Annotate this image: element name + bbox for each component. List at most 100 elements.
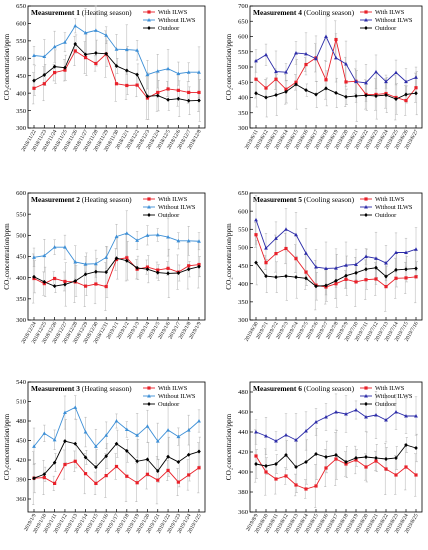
data-point-without-ilws — [135, 238, 140, 242]
data-point-with-ilws — [83, 284, 88, 288]
data-point-with-ilws — [264, 86, 268, 90]
legend-marker-outdoor — [364, 213, 368, 217]
y-axis-label: CO₂concentration/ppm — [225, 33, 233, 100]
data-point-outdoor — [94, 51, 98, 56]
data-point-outdoor — [73, 279, 78, 284]
data-point-outdoor — [274, 275, 278, 280]
data-point-without-ilws — [294, 50, 298, 55]
chart-title: Measurement 2 (Heating season) — [31, 195, 132, 204]
data-point-without-ilws — [364, 254, 368, 258]
data-point-with-ilws — [284, 87, 288, 91]
data-point-with-ilws — [394, 276, 398, 280]
data-point-with-ilws — [125, 474, 129, 478]
y-tick-label: 650 — [16, 3, 27, 10]
data-point-with-ilws — [187, 90, 191, 95]
data-point-without-ilws — [166, 66, 170, 71]
data-point-with-ilws — [145, 265, 150, 269]
data-point-outdoor — [155, 270, 160, 275]
legend-label-outdoor: Outdoor — [158, 212, 180, 219]
data-point-outdoor — [354, 456, 358, 460]
data-point-with-ilws — [63, 279, 67, 284]
y-axis-label: CO₂concentration/ppm — [225, 413, 233, 480]
data-point-outdoor — [394, 456, 398, 460]
data-point-with-ilws — [404, 98, 408, 103]
data-point-outdoor — [384, 93, 388, 98]
y-tick-label: 350 — [16, 296, 27, 303]
data-point-without-ilws — [264, 52, 268, 57]
legend-label-outdoor: Outdoor — [375, 212, 397, 219]
chart-title-bold: Measurement 4 — [253, 8, 302, 17]
data-point-without-ilws — [73, 260, 78, 264]
chart-title: Measurement 6 (Cooling season) — [253, 384, 355, 393]
data-point-with-ilws — [334, 457, 338, 461]
data-point-outdoor — [404, 267, 408, 272]
data-point-outdoor — [354, 270, 358, 275]
data-point-outdoor — [254, 91, 258, 96]
data-point-without-ilws — [145, 72, 150, 77]
data-point-without-ilws — [284, 70, 288, 74]
data-point-without-ilws — [104, 33, 109, 37]
data-point-with-ilws — [73, 459, 77, 463]
data-point-without-ilws — [404, 414, 408, 418]
chart-title-rest: (Heating season) — [80, 384, 132, 393]
data-point-without-ilws — [364, 80, 368, 85]
data-point-without-ilws — [314, 265, 318, 269]
data-point-outdoor — [114, 63, 119, 68]
data-point-outdoor — [42, 73, 47, 78]
data-point-without-ilws — [374, 256, 378, 260]
data-point-outdoor — [304, 88, 308, 93]
series-line-with-ilws — [33, 460, 200, 485]
data-point-with-ilws — [156, 90, 160, 95]
data-point-with-ilws — [294, 483, 298, 487]
data-point-outdoor — [42, 472, 47, 477]
data-point-with-ilws — [197, 262, 201, 267]
data-point-without-ilws — [73, 23, 78, 28]
data-point-without-ilws — [197, 70, 201, 74]
data-point-without-ilws — [83, 430, 88, 434]
data-point-without-ilws — [324, 266, 328, 270]
chart-title-bold: Measurement 5 — [253, 195, 302, 204]
data-point-outdoor — [176, 271, 181, 276]
data-point-without-ilws — [145, 424, 150, 428]
data-point-outdoor — [264, 464, 268, 468]
data-point-without-ilws — [83, 262, 88, 266]
data-point-without-ilws — [364, 415, 368, 419]
data-point-outdoor — [414, 266, 418, 271]
data-point-outdoor — [264, 274, 268, 279]
data-point-outdoor — [125, 258, 129, 263]
data-point-with-ilws — [254, 233, 258, 237]
data-point-outdoor — [374, 93, 378, 98]
y-tick-label: 600 — [238, 208, 249, 215]
data-point-with-ilws — [304, 487, 308, 491]
data-point-outdoor — [334, 278, 338, 283]
y-axis-label: CO₂concentration/ppm — [225, 223, 233, 290]
data-point-without-ilws — [83, 30, 88, 35]
legend-label-without-ilws: Without ILWS — [375, 393, 413, 400]
legend-label-with-ilws: With ILWS — [158, 196, 188, 203]
data-point-without-ilws — [114, 234, 119, 239]
y-tick-label: 450 — [16, 73, 27, 80]
data-point-outdoor — [104, 270, 108, 275]
data-point-without-ilws — [135, 433, 140, 437]
data-point-with-ilws — [364, 465, 368, 469]
data-point-with-ilws — [384, 285, 388, 289]
data-point-outdoor — [186, 452, 191, 457]
legend-label-without-ilws: Without ILWS — [375, 204, 413, 211]
data-point-without-ilws — [334, 55, 338, 60]
data-point-outdoor — [83, 52, 88, 57]
data-point-outdoor — [155, 469, 160, 474]
data-point-without-ilws — [124, 231, 129, 235]
data-point-without-ilws — [124, 47, 129, 52]
data-point-with-ilws — [264, 261, 268, 265]
data-point-without-ilws — [186, 238, 191, 243]
y-tick-label: 600 — [16, 190, 27, 197]
data-point-without-ilws — [104, 255, 109, 259]
y-tick-label: 450 — [238, 263, 249, 270]
data-point-outdoor — [114, 441, 119, 446]
data-point-without-ilws — [414, 75, 418, 79]
data-point-without-ilws — [32, 444, 36, 448]
data-point-outdoor — [73, 41, 78, 46]
data-point-outdoor — [334, 90, 338, 95]
chart-title: Measurement 1 (Heating season) — [31, 8, 132, 17]
